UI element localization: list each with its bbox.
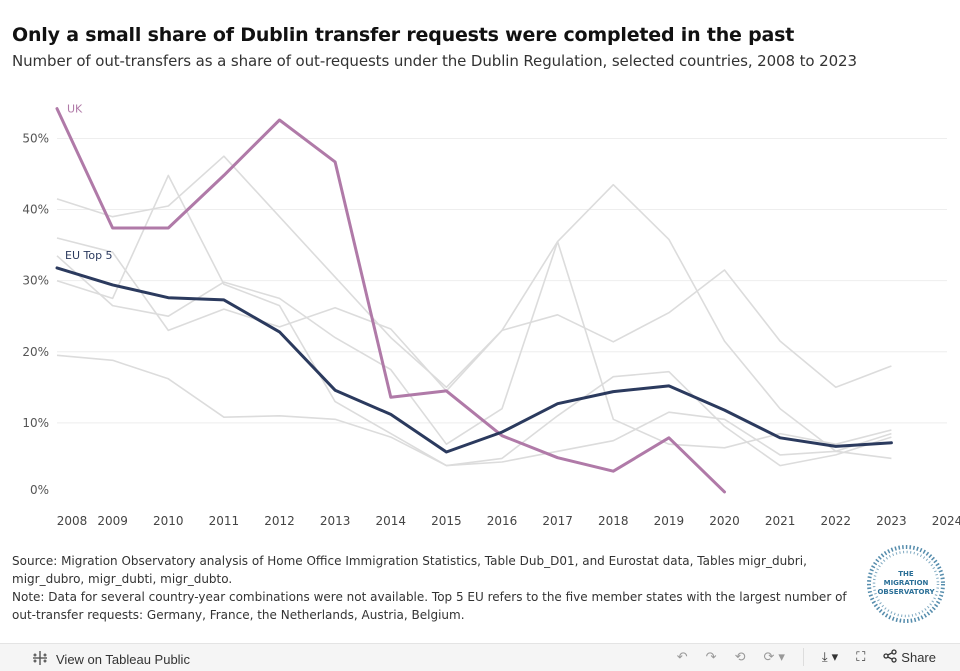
series-labels: UK EU Top 5	[65, 103, 113, 262]
source-note: Source: Migration Observatory analysis o…	[12, 554, 807, 586]
fullscreen-button[interactable]: ⛶	[856, 649, 865, 665]
fullscreen-icon: ⛶	[856, 649, 866, 664]
share-label: Share	[901, 649, 936, 665]
grid-lines	[57, 137, 947, 424]
highlighted-series	[55, 107, 893, 494]
x-tick-label: 2011	[209, 514, 240, 528]
x-tick-label: 2024	[932, 514, 960, 528]
share-button[interactable]: Share	[883, 648, 936, 666]
x-tick-label: 2017	[542, 514, 573, 528]
x-tick-label: 2008	[57, 514, 88, 528]
undo-button[interactable]: ↶	[677, 649, 688, 665]
series-line-belgium[interactable]	[56, 354, 892, 467]
revert-button[interactable]: ⟲	[735, 649, 746, 665]
y-tick-label: 50%	[22, 131, 49, 145]
x-tick-label: 2014	[375, 514, 406, 528]
share-icon	[883, 648, 897, 666]
x-tick-label: 2018	[598, 514, 629, 528]
logo-text-line-2: MIGRATION	[884, 579, 929, 587]
x-tick-label: 2020	[709, 514, 740, 528]
refresh-icon: ⟳	[763, 649, 775, 664]
x-axis-tick-labels: 2008 2009 2010 2011 2012 2013 2014 2015 2016 2017…	[57, 514, 960, 528]
series-label-uk: UK	[67, 103, 83, 116]
x-tick-label: 2015	[431, 514, 462, 528]
redo-icon: ↷	[705, 649, 717, 664]
tableau-icon	[32, 650, 48, 669]
series-line-uk[interactable]	[55, 107, 726, 494]
x-tick-label: 2016	[487, 514, 518, 528]
y-axis-tick-labels: 0% 10% 20% 30% 40% 50%	[22, 131, 49, 497]
x-tick-label: 2013	[320, 514, 351, 528]
series-line-the-netherlands[interactable]	[56, 174, 892, 467]
view-on-tableau-label: View on Tableau Public	[56, 652, 190, 667]
toolbar-divider	[802, 648, 804, 666]
chevron-down-icon: ▾	[831, 649, 839, 664]
refresh-button[interactable]: ⟳ ▾	[763, 649, 784, 665]
y-tick-label: 20%	[22, 345, 49, 359]
x-tick-label: 2023	[876, 514, 907, 528]
x-tick-label: 2010	[153, 514, 184, 528]
y-tick-label: 30%	[22, 274, 49, 288]
x-tick-label: 2022	[820, 514, 851, 528]
x-tick-label: 2019	[654, 514, 685, 528]
migration-observatory-logo[interactable]: THE MIGRATION OBSERVATORY	[866, 544, 946, 624]
redo-button[interactable]: ↷	[706, 649, 717, 665]
tableau-toolbar: View on Tableau Public ↶ ↷ ⟲ ⟳ ▾ ⤓ ▾ ⛶ Sha…	[0, 643, 960, 671]
download-icon: ⤓	[821, 649, 828, 664]
x-tick-label: 2021	[765, 514, 796, 528]
revert-icon: ⟲	[734, 649, 746, 664]
logo-text-line-3: OBSERVATORY	[877, 588, 935, 596]
data-note: Note: Data for several country-year comb…	[12, 590, 847, 622]
series-line-eu-top-5[interactable]	[55, 266, 893, 454]
y-tick-label: 10%	[22, 416, 49, 430]
y-tick-label: 0%	[30, 483, 49, 497]
view-on-tableau-link[interactable]: View on Tableau Public	[32, 650, 190, 669]
x-tick-label: 2009	[97, 514, 128, 528]
x-tick-label: 2012	[264, 514, 295, 528]
undo-icon: ↶	[676, 649, 688, 664]
chevron-down-icon: ▾	[778, 649, 785, 664]
download-button[interactable]: ⤓ ▾	[822, 649, 838, 665]
series-line-france[interactable]	[56, 237, 892, 392]
notes: Source: Migration Observatory analysis o…	[12, 552, 852, 624]
toolbar-actions: ↶ ↷ ⟲ ⟳ ▾ ⤓ ▾ ⛶ Share	[677, 648, 936, 666]
series-label-eu-top-5: EU Top 5	[65, 249, 113, 262]
chart-subtitle: Number of out-transfers as a share of ou…	[12, 52, 857, 70]
logo-text-line-1: THE	[898, 570, 914, 578]
series-line-austria[interactable]	[56, 240, 892, 449]
line-chart: 0%10%20%30%40%50% 2008 2009 2010 2011 2012 20…	[22, 103, 960, 528]
series-line-germany[interactable]	[56, 155, 892, 453]
y-tick-label: 40%	[22, 203, 49, 217]
chart-title: Only a small share of Dublin transfer re…	[12, 24, 795, 46]
background-series	[56, 155, 892, 467]
